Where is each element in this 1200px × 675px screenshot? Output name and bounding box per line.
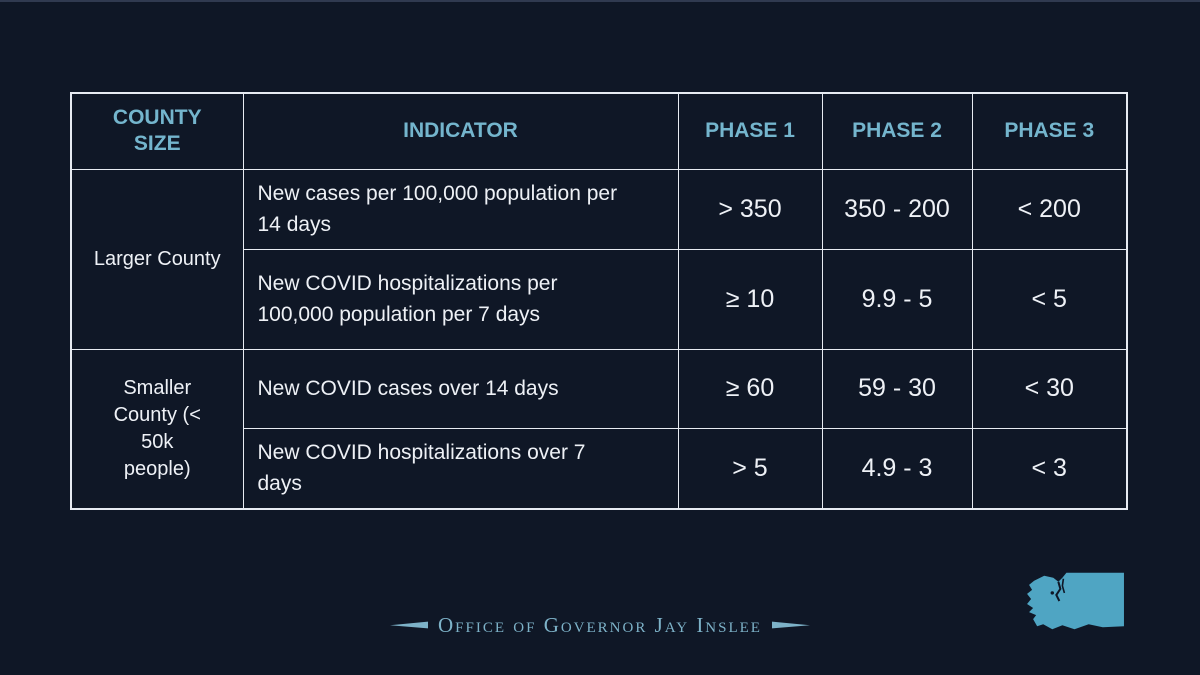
top-edge-line: [0, 0, 1200, 2]
phase3-value-cell: < 30: [971, 348, 1128, 429]
right-dash-icon: [771, 621, 810, 629]
phase1-value-cell: > 5: [677, 427, 823, 509]
table-row-smaller-hospitalizations: New COVID hospitalizations over 7 days >…: [71, 427, 1128, 509]
phase1-value-cell: ≥ 60: [677, 348, 823, 429]
phase2-value-cell: 59 - 30: [821, 348, 973, 429]
county-size-cell-larger: Larger County: [70, 168, 244, 350]
phase1-value-cell: ≥ 10: [677, 248, 823, 350]
column-header-indicator: INDICATOR: [242, 92, 679, 170]
column-header-phase1: PHASE 1: [677, 92, 823, 170]
phase3-value-cell: < 5: [971, 248, 1128, 350]
county-size-cell-smaller: Smaller County (< 50k people): [70, 348, 244, 509]
table-header-row: COUNTY SIZE INDICATOR PHASE 1 PHASE 2 PH…: [70, 92, 1128, 170]
lake-detail: [1050, 591, 1055, 595]
footer-org-name: Office of Governor Jay Inslee: [438, 612, 762, 637]
column-header-county-size: COUNTY SIZE: [70, 92, 244, 170]
table-row-larger-cases: Larger County New cases per 100,000 popu…: [70, 168, 1128, 350]
indicator-cell: New cases per 100,000 population per 14 …: [242, 168, 679, 250]
phase1-value-cell: > 350: [677, 168, 823, 250]
column-header-county-size-label: COUNTY SIZE: [112, 106, 202, 156]
puget-sound-detail: [1055, 581, 1062, 602]
phase3-value-cell: < 3: [971, 427, 1128, 509]
county-size-label: Larger County: [93, 247, 221, 270]
indicator-cell: New COVID hospitalizations over 7 days: [242, 427, 679, 509]
table-row-smaller-cases: Smaller County (< 50k people) New COVID …: [70, 348, 1128, 509]
phase-indicator-table: COUNTY SIZE INDICATOR PHASE 1 PHASE 2 PH…: [70, 92, 1128, 510]
puget-sound-detail: [1061, 578, 1066, 594]
table-row-larger-hospitalizations: New COVID hospitalizations per 100,000 p…: [71, 248, 1128, 350]
indicator-cell: New COVID cases over 14 days: [242, 348, 679, 429]
column-header-phase3: PHASE 3: [971, 92, 1128, 170]
county-size-label: Smaller County (< 50k people): [113, 376, 201, 480]
left-dash-icon: [390, 621, 428, 629]
footer-wordmark: Office of Governor Jay Inslee: [0, 609, 1200, 641]
washington-state-icon: [1027, 572, 1124, 630]
indicator-cell: New COVID hospitalizations per 100,000 p…: [242, 248, 679, 350]
phase2-value-cell: 4.9 - 3: [821, 427, 973, 509]
phase2-value-cell: 9.9 - 5: [821, 248, 973, 350]
column-header-phase2: PHASE 2: [821, 92, 973, 170]
phase3-value-cell: < 200: [971, 168, 1128, 250]
phase2-value-cell: 350 - 200: [821, 168, 973, 250]
